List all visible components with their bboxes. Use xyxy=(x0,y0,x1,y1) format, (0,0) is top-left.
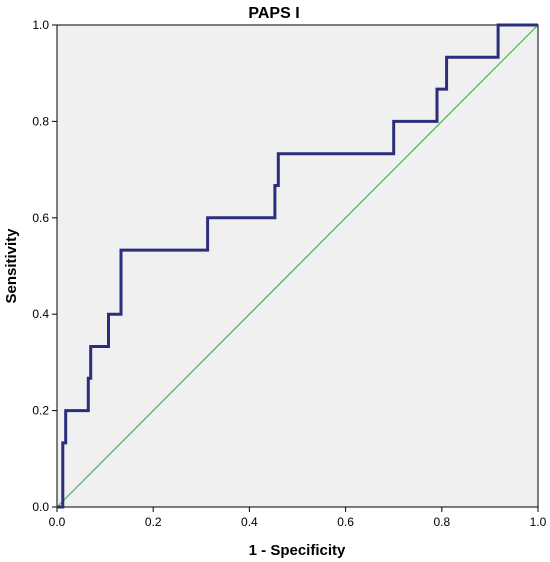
x-tick-label: 1.0 xyxy=(530,515,547,529)
y-axis-title: Sensitivity xyxy=(3,228,20,304)
x-tick-label: 0.0 xyxy=(49,515,66,529)
x-tick-label: 0.6 xyxy=(337,515,354,529)
x-tick-label: 0.4 xyxy=(241,515,258,529)
y-tick-label: 0.0 xyxy=(32,500,49,514)
y-tick-label: 0.6 xyxy=(32,211,49,225)
y-tick-label: 0.4 xyxy=(32,307,49,321)
y-tick-label: 1.0 xyxy=(32,18,49,32)
series-layer xyxy=(56,23,539,509)
x-tick-label: 0.2 xyxy=(145,515,162,529)
x-tick-label: 0.8 xyxy=(433,515,450,529)
x-axis-ticks: 0.0 0.2 0.4 0.6 0.8 1.0 xyxy=(49,507,547,529)
y-tick-label: 0.2 xyxy=(32,404,49,418)
x-axis-title: 1 - Specificity xyxy=(249,542,346,559)
y-tick-label: 0.8 xyxy=(32,114,49,128)
chart-title: PAPS I xyxy=(248,5,299,22)
y-axis-ticks: 0.0 0.2 0.4 0.6 0.8 1.0 xyxy=(32,18,57,514)
roc-curve-line xyxy=(57,23,538,509)
reference-diagonal-line xyxy=(56,24,539,508)
